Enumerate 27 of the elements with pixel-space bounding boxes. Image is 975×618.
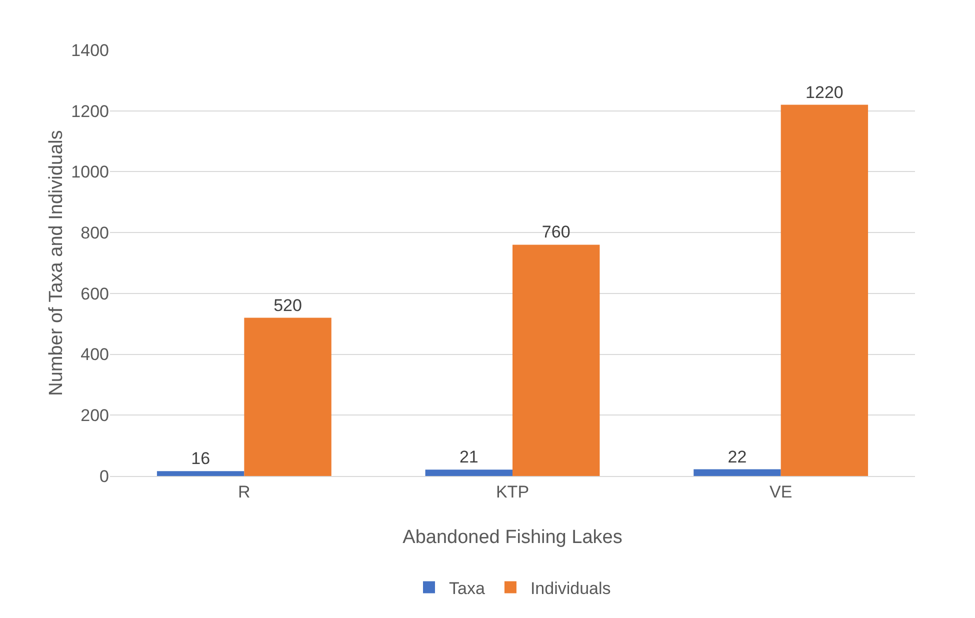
legend-label: Taxa <box>449 578 486 598</box>
bar <box>512 244 600 476</box>
data-label: 16 <box>191 449 210 468</box>
data-label: 520 <box>274 296 302 315</box>
data-label: 760 <box>542 222 570 242</box>
bar <box>425 470 512 476</box>
y-tick-label: 800 <box>80 224 109 243</box>
bar <box>780 104 868 476</box>
x-axis-title: Abandoned Fishing Lakes <box>402 527 622 548</box>
y-tick-label: 400 <box>80 345 109 364</box>
legend-label: Individuals <box>530 578 611 598</box>
y-tick-label: 0 <box>100 466 109 486</box>
y-axis-title: Number of Taxa and Individuals <box>46 130 67 396</box>
y-tick-label: 600 <box>80 284 109 304</box>
bar <box>156 471 244 476</box>
y-tick-label: 200 <box>80 406 109 426</box>
y-tick-label: 1400 <box>71 40 109 60</box>
data-label: 22 <box>728 447 747 466</box>
bar <box>694 469 781 476</box>
bar <box>244 318 332 476</box>
y-tick-label: 1000 <box>71 162 109 182</box>
x-tick-label: KTP <box>496 482 530 502</box>
x-tick-label: R <box>238 482 250 502</box>
data-label: 21 <box>459 448 478 467</box>
x-tick-label: VE <box>769 482 792 502</box>
data-label: 1220 <box>806 82 844 102</box>
y-tick-label: 1200 <box>71 102 109 121</box>
